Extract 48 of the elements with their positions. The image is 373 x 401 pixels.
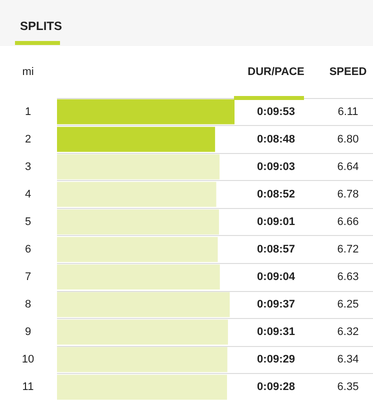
data-label: 0:09:31 <box>257 326 295 338</box>
bar <box>57 374 228 400</box>
bar <box>57 264 220 290</box>
y-tick-label: 1 <box>24 106 32 118</box>
y-tick-label: 6 <box>24 244 32 256</box>
bar <box>57 209 219 234</box>
text: 6.64 <box>337 160 359 173</box>
bar <box>57 320 228 345</box>
y-tick-label: 7 <box>24 271 32 284</box>
data-label: 0:08:48 <box>257 133 295 146</box>
data-label: 0:09:37 <box>257 298 295 311</box>
bar <box>57 237 218 262</box>
data-label: 0:08:57 <box>257 244 295 256</box>
y-tick-label: 10 <box>22 354 34 366</box>
bar <box>57 99 235 124</box>
y-tick-label: 8 <box>24 298 32 311</box>
chart-title: SPLITS <box>20 19 62 33</box>
data-label: 0:08:52 <box>257 188 295 200</box>
bar <box>57 347 228 372</box>
y-tick-label: 9 <box>24 326 32 338</box>
y-tick-label: 2 <box>24 133 32 146</box>
text: 6.11 <box>338 106 358 118</box>
text: 6.63 <box>337 271 359 284</box>
y-tick-label: 5 <box>24 216 32 228</box>
text: 6.32 <box>337 326 359 338</box>
bar <box>57 292 230 318</box>
y-axis-title: mi <box>22 66 34 78</box>
y-tick-label: 11 <box>22 381 34 394</box>
text: 6.72 <box>337 244 359 256</box>
bar <box>57 182 216 207</box>
bar <box>57 154 220 180</box>
text: 6.35 <box>337 381 359 394</box>
text: 6.80 <box>337 133 359 146</box>
data-label: 0:09:03 <box>257 160 295 173</box>
data-label: 0:09:01 <box>257 216 295 228</box>
text: 6.78 <box>337 188 359 200</box>
y-tick-label: 4 <box>24 188 32 200</box>
data-label: 0:09:28 <box>257 381 295 394</box>
bar <box>57 126 216 152</box>
x-axis-title: DUR/PACE <box>248 66 304 78</box>
data-label: 0:09:04 <box>257 271 296 284</box>
text: 6.66 <box>337 216 359 228</box>
data-label: 0:09:29 <box>257 354 295 366</box>
text: 6.34 <box>337 354 359 366</box>
text: SPEED <box>329 66 367 78</box>
text: 6.25 <box>337 298 359 311</box>
data-label: 0:09:53 <box>257 106 295 118</box>
y-tick-label: 3 <box>24 160 32 173</box>
